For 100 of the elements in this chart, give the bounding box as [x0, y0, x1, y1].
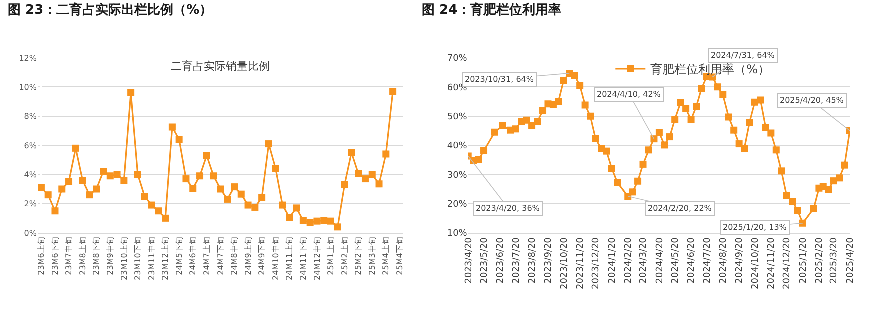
- x-tick-label: 25M2上旬: [340, 237, 350, 276]
- x-tick-label: 23M7中旬: [64, 237, 74, 276]
- point: [334, 224, 342, 231]
- x-tick-label: 24M6中旬: [188, 237, 198, 276]
- point: [44, 192, 52, 199]
- point: [355, 170, 362, 178]
- x-tick-label: 23M6下旬: [50, 237, 60, 276]
- point: [58, 186, 66, 193]
- point: [86, 192, 94, 199]
- x-tick-label: 2025/2/20: [815, 237, 826, 284]
- y-tick-label: 30%: [447, 170, 468, 181]
- x-tick-label: 2023/12/20: [592, 237, 602, 290]
- point: [293, 204, 300, 212]
- point: [196, 172, 204, 180]
- point: [134, 171, 142, 178]
- x-tick-label: 24M5下旬: [174, 237, 184, 276]
- x-tick-label: 25M4下旬: [396, 237, 405, 276]
- point: [258, 194, 266, 202]
- point: [320, 217, 328, 224]
- point: [348, 149, 356, 156]
- x-tick-label: 23M8上旬: [78, 237, 88, 276]
- point: [141, 193, 148, 200]
- x-tick-label: 2023/5/20: [480, 237, 490, 284]
- x-tick-label: 2024/11/20: [767, 237, 778, 290]
- x-tick-label: 23M6上旬: [37, 237, 46, 276]
- x-tick-label: 23M11中旬: [147, 237, 156, 280]
- point: [328, 218, 335, 225]
- y-tick-label: 70%: [447, 54, 468, 64]
- annotation: 2024/4/10, 42%: [597, 90, 662, 99]
- x-tick-label: 2024/10/20: [750, 237, 761, 290]
- point: [176, 136, 183, 144]
- point: [368, 171, 376, 178]
- point: [66, 178, 73, 186]
- annotation: 2025/4/20, 45%: [780, 96, 844, 105]
- x-tick-label: 23M10下旬: [134, 237, 143, 280]
- point: [79, 177, 86, 184]
- point: [300, 217, 307, 224]
- x-tick-label: 23M8下旬: [92, 237, 102, 276]
- x-tick-label: 2023/10/20: [560, 237, 570, 290]
- x-tick-label: 24M11上旬: [285, 237, 294, 280]
- x-tick-label: 24M8中旬: [230, 237, 240, 276]
- point: [148, 202, 156, 209]
- point: [203, 152, 210, 160]
- x-tick-label: 24M9下旬: [258, 237, 267, 276]
- annotation: 2025/1/20, 13%: [723, 223, 788, 232]
- y-tick-label: 8%: [24, 112, 38, 122]
- annotation: 2024/2/20, 22%: [648, 204, 712, 213]
- point: [272, 165, 280, 172]
- point: [162, 214, 170, 222]
- point: [114, 171, 121, 178]
- x-tick-label: 2025/4/20: [846, 237, 856, 284]
- x-tick-label: 25M3中旬: [368, 237, 377, 276]
- x-tick-label: 2023/9/20: [544, 237, 554, 284]
- point: [230, 184, 238, 191]
- point: [190, 185, 197, 192]
- point: [376, 180, 383, 188]
- x-tick-label: 2024/1/20: [608, 237, 618, 284]
- x-tick-label: 23M12上旬: [161, 237, 170, 280]
- x-tick-label: 2024/2/20: [624, 237, 634, 284]
- chart-title: 图 23：二育占实际出栏比例（%）: [8, 2, 213, 18]
- annotation: 2024/7/31, 64%: [711, 51, 776, 60]
- x-tick-label: 24M12中旬: [312, 237, 322, 280]
- point: [182, 176, 190, 183]
- annotation: 2023/10/31, 64%: [465, 75, 534, 84]
- point: [93, 186, 100, 193]
- point: [306, 219, 314, 226]
- point: [100, 168, 107, 176]
- point: [279, 202, 286, 209]
- point: [341, 181, 348, 188]
- point: [286, 214, 294, 222]
- y-tick-label: 12%: [19, 54, 38, 63]
- x-tick-label: 2024/12/20: [782, 237, 793, 290]
- point: [244, 202, 252, 209]
- x-tick-label: 2024/8/20: [719, 237, 730, 284]
- x-tick-label: 25M1上旬: [326, 237, 336, 276]
- point: [106, 172, 114, 180]
- point: [238, 190, 245, 198]
- y-tick-label: 40%: [447, 142, 468, 152]
- x-tick-label: 24M10中旬: [271, 237, 280, 280]
- y-tick-label: 4%: [24, 170, 38, 180]
- point: [52, 208, 59, 215]
- point: [120, 177, 128, 184]
- point: [362, 176, 369, 183]
- point: [390, 88, 397, 96]
- x-tick-label: 23M10上旬: [120, 237, 129, 280]
- x-tick-label: 23M9中旬: [106, 237, 115, 276]
- y-tick-label: 10%: [447, 229, 468, 240]
- x-tick-label: 2023/8/20: [528, 237, 538, 284]
- x-tick-label: 2024/4/20: [655, 237, 666, 284]
- y-tick-label: 10%: [19, 82, 38, 92]
- point: [252, 204, 259, 211]
- y-tick-label: 0%: [24, 228, 38, 238]
- x-tick-label: 2023/7/20: [512, 237, 522, 284]
- x-tick-label: 24M7上旬: [202, 237, 212, 276]
- y-tick-label: 20%: [447, 200, 468, 210]
- point: [224, 196, 232, 203]
- y-tick-label: 6%: [24, 141, 38, 150]
- annotation: 2023/4/20, 36%: [476, 204, 540, 213]
- chart-subtitle: 二育占实际销量比例: [171, 60, 270, 73]
- point: [155, 208, 162, 215]
